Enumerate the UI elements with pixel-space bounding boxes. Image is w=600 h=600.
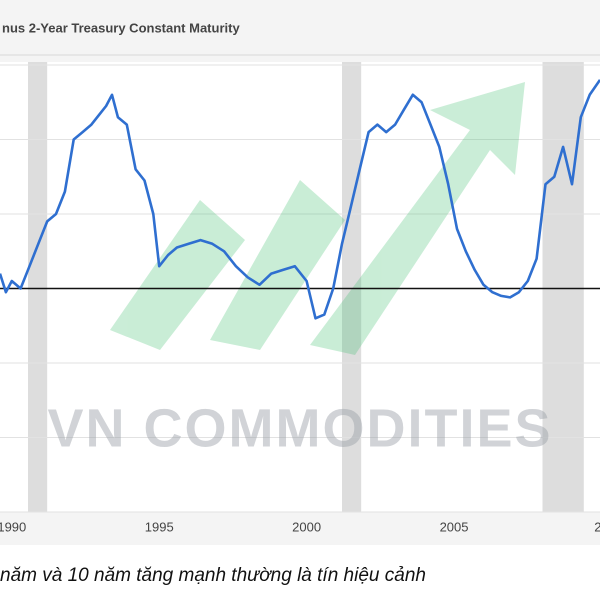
series-line (0, 79, 600, 320)
watermark-logo (110, 82, 525, 355)
watermark-text: VN COMMODITIES (47, 398, 552, 458)
x-tick-label: 2005 (440, 519, 469, 534)
recession-band (28, 62, 48, 512)
watermark-arrow (310, 82, 525, 355)
chart-title: nus 2-Year Treasury Constant Maturity (2, 20, 240, 35)
x-tick-label: 2000 (292, 519, 321, 534)
x-tick-label: 20 (594, 519, 600, 534)
watermark-stroke (210, 180, 345, 350)
recession-band (342, 62, 362, 512)
x-tick-label: 1995 (145, 519, 174, 534)
caption-background (0, 545, 600, 600)
watermark-stroke (110, 200, 245, 350)
x-tick-label: 1990 (0, 519, 26, 534)
caption: năm và 10 năm tăng mạnh thường là tín hi… (0, 565, 426, 586)
plot-layer (0, 79, 600, 320)
